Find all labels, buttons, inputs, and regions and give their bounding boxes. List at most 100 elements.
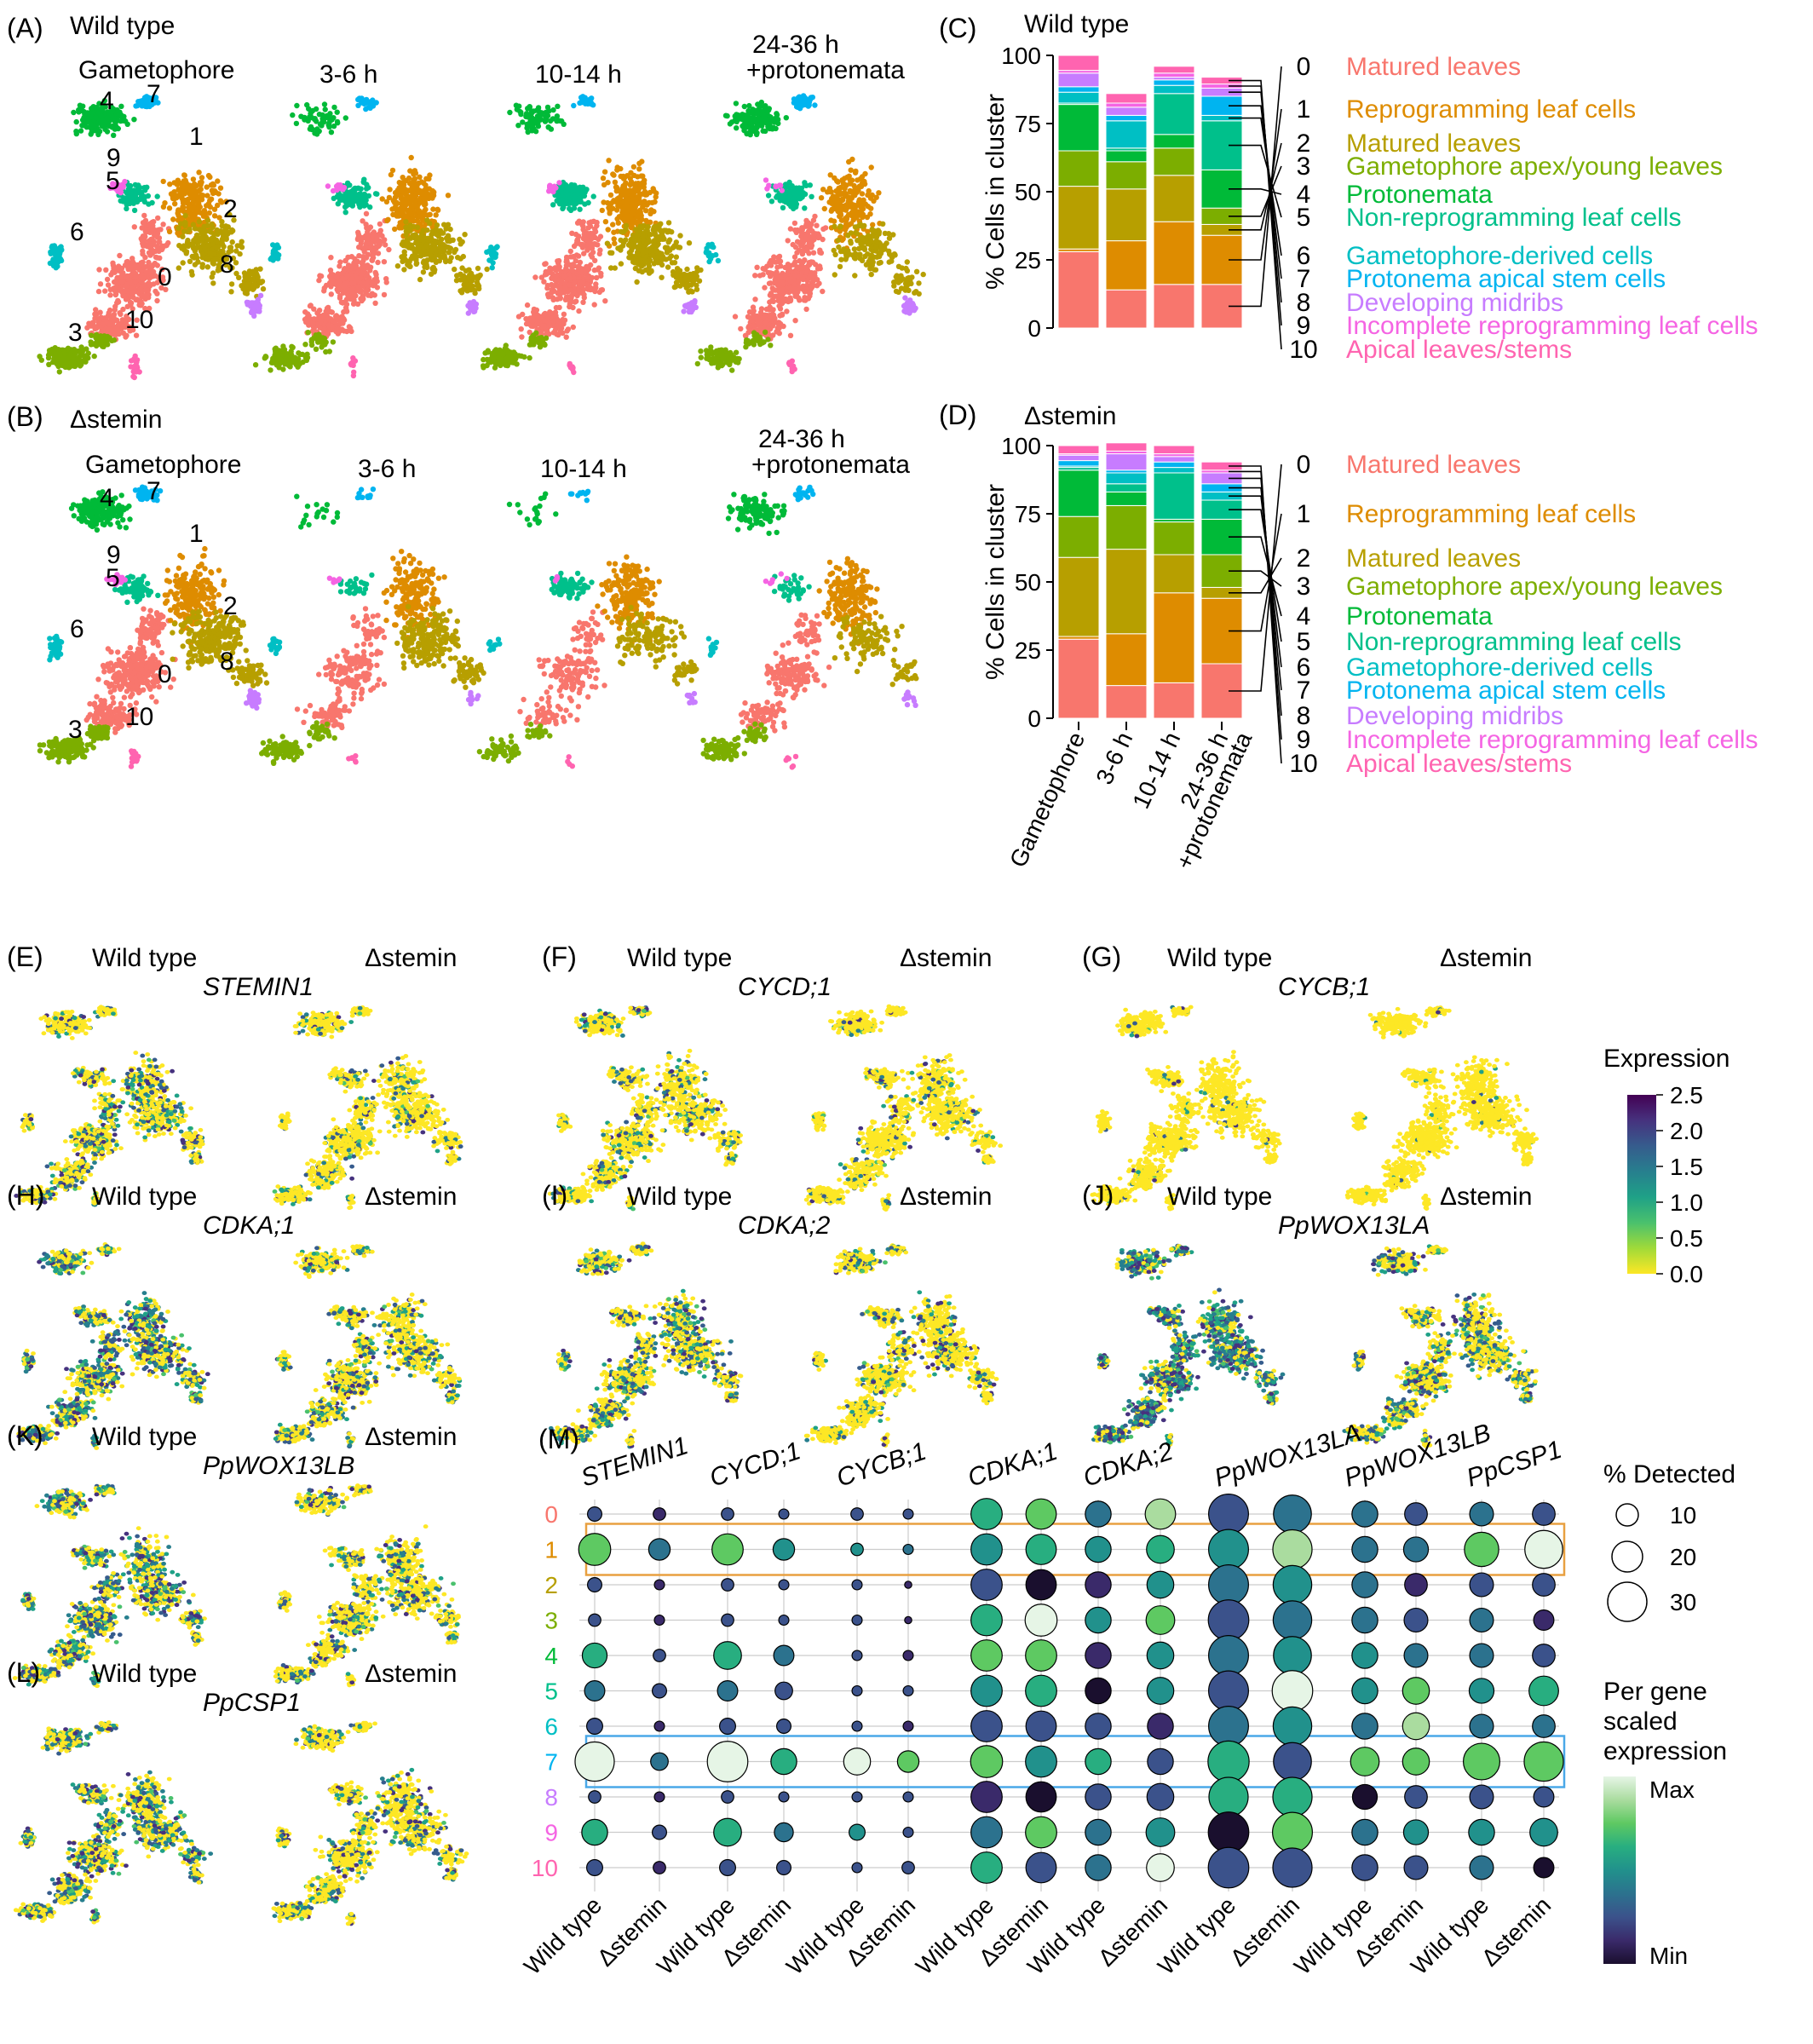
umap-cell: [131, 262, 136, 267]
panel-a: (A) Wild type Gametophore 3-6 h 10-14 h …: [7, 12, 926, 380]
umap-cell: [165, 240, 170, 245]
umap-cell: [193, 253, 198, 258]
umap-cell: [215, 227, 220, 233]
umap-cell: [220, 223, 225, 228]
umap-cell: [208, 229, 213, 234]
umap-cell: [119, 279, 124, 284]
umap-cell: [245, 283, 250, 288]
umap-cell: [123, 288, 128, 293]
umap-cell: [97, 310, 102, 315]
umap-cell: [92, 354, 97, 359]
umap-cell: [244, 276, 249, 281]
umap-cell: [197, 227, 202, 232]
umap-cell: [147, 222, 152, 227]
umap-cell: [138, 262, 143, 267]
umap-cell: [176, 213, 181, 218]
panel-a-letter: (A): [7, 13, 43, 43]
umap-cell: [160, 222, 165, 227]
umap-cell: [233, 248, 239, 253]
umap-cell: [171, 190, 176, 195]
umap-cell: [167, 205, 172, 210]
umap-cell: [142, 293, 147, 298]
umap-cell: [154, 233, 159, 239]
umap-cell: [211, 258, 216, 263]
umap-cell: [104, 320, 109, 325]
umap-cell: [229, 281, 234, 286]
umap-cell: [116, 322, 121, 327]
umap-cell: [239, 245, 245, 250]
umap-cell: [154, 298, 159, 303]
umap-cell: [206, 242, 211, 247]
panel-a-genotype: Wild type: [70, 12, 175, 40]
umap-cell: [222, 229, 227, 234]
umap-cell: [116, 331, 121, 337]
umap-cell: [236, 275, 241, 280]
umap-cell: [112, 285, 118, 290]
umap-cell: [105, 277, 110, 282]
panel-a-title-3-6h: 3-6 h: [319, 60, 377, 89]
umap-cell: [103, 268, 108, 273]
umap-cell: [185, 240, 190, 245]
umap-cell: [191, 200, 196, 205]
umap-cell: [195, 239, 200, 245]
umap-cell: [111, 314, 116, 320]
figure-canvas: (A) Wild type Gametophore 3-6 h 10-14 h …: [0, 0, 1813, 2044]
umap-cell: [172, 196, 177, 201]
umap-cell: [176, 265, 181, 270]
umap-cell: [207, 175, 212, 180]
umap-cell: [111, 266, 116, 271]
umap-cell: [146, 288, 151, 293]
umap-cell: [133, 279, 138, 284]
umap-cell: [181, 178, 187, 183]
umap-cell: [117, 310, 122, 315]
umap-cell: [144, 244, 149, 249]
umap-cell: [157, 256, 162, 261]
umap-cell: [147, 269, 153, 274]
umap-cell: [150, 248, 155, 253]
umap-cell: [196, 170, 201, 175]
umap-cell: [178, 221, 183, 226]
umap-cell: [141, 213, 147, 218]
umap-cell: [261, 286, 266, 291]
umap-cell: [150, 241, 155, 246]
umap-cell: [94, 325, 99, 331]
umap-cell: [139, 225, 144, 230]
umap-cell: [201, 224, 206, 229]
umap-cell: [253, 270, 258, 275]
umap-cell: [205, 237, 210, 242]
umap-cell: [182, 191, 187, 196]
umap-cell: [93, 307, 98, 312]
umap-cell: [200, 262, 205, 267]
umap-cell: [228, 229, 233, 234]
umap-cell: [96, 267, 101, 272]
umap-cell: [112, 279, 117, 285]
umap-cell: [193, 183, 199, 188]
umap-cell: [155, 216, 160, 221]
umap-cell: [182, 173, 187, 178]
umap-cell: [193, 191, 199, 196]
umap-cell: [141, 233, 146, 239]
umap-cell: [117, 253, 122, 258]
umap-cell: [230, 239, 235, 245]
umap-cell: [218, 186, 223, 191]
umap-cell: [203, 256, 208, 261]
umap-cell: [201, 211, 206, 216]
umap-cell: [98, 281, 103, 286]
umap-cell: [215, 178, 220, 183]
umap-cell: [161, 204, 166, 210]
umap-cell: [181, 260, 186, 265]
umap-cell: [185, 229, 190, 234]
umap-cell: [116, 268, 121, 273]
umap-cell: [205, 264, 210, 269]
umap-cell: [116, 299, 121, 304]
umap-cell: [106, 282, 111, 287]
umap-cell: [256, 279, 262, 284]
umap-cell: [191, 205, 196, 210]
umap-cell: [215, 203, 220, 208]
umap-cell: [210, 280, 216, 285]
umap-cell: [200, 193, 205, 198]
umap-cell: [102, 288, 107, 293]
umap-cell: [210, 270, 216, 275]
umap-cell: [176, 178, 181, 183]
